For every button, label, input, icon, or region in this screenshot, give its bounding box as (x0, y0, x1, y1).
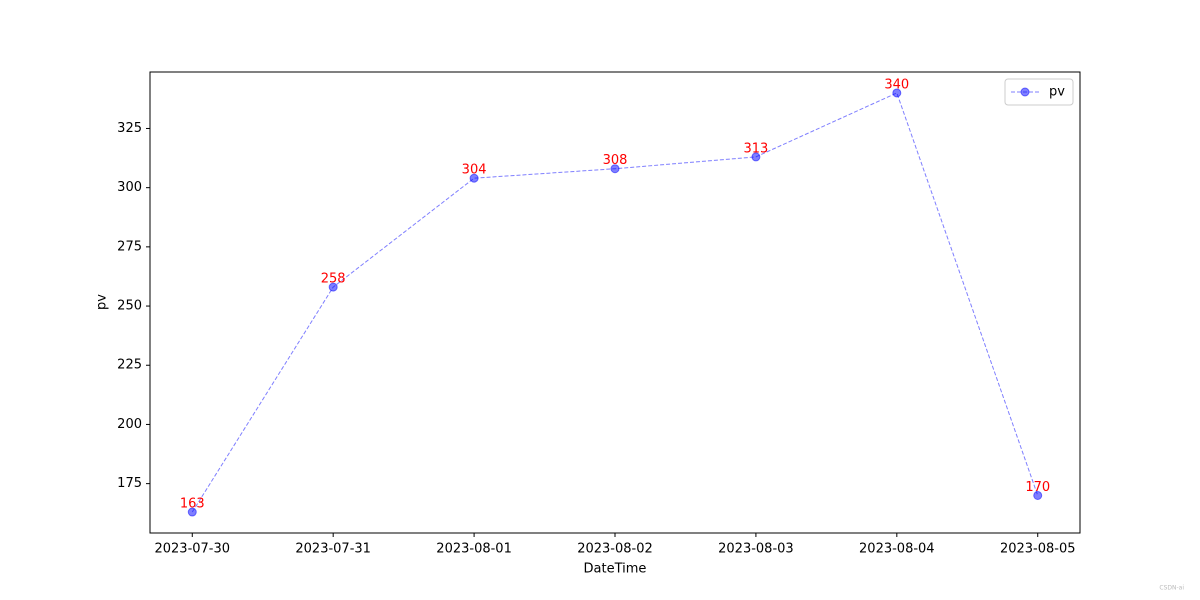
y-axis-label: pv (95, 294, 110, 310)
y-tick-label: 225 (117, 358, 142, 373)
y-tick-label: 300 (117, 180, 142, 195)
y-tick-label: 325 (117, 121, 142, 136)
x-tick-label: 2023-07-30 (154, 542, 230, 557)
x-axis-label: DateTime (584, 562, 647, 577)
point (892, 88, 902, 98)
x-tick-label: 2023-07-31 (295, 542, 371, 557)
point (1033, 490, 1043, 500)
y-tick-label: 275 (117, 239, 142, 254)
data-label: 308 (603, 153, 628, 168)
x-tick-label: 2023-08-01 (436, 542, 512, 557)
data-label: 170 (1025, 480, 1050, 495)
y-tick-label: 250 (117, 299, 142, 314)
point (328, 282, 338, 292)
y-tick-label: 175 (117, 476, 142, 491)
point (610, 164, 620, 174)
point (187, 507, 197, 517)
x-tick-label: 2023-08-03 (718, 542, 794, 557)
x-tick-label: 2023-08-02 (577, 542, 653, 557)
data-label: 313 (743, 141, 768, 156)
data-label: 258 (321, 272, 346, 287)
legend-label: pv (1049, 85, 1065, 100)
y-tick-label: 200 (117, 417, 142, 432)
plot-frame (149, 71, 1081, 534)
data-label: 340 (884, 77, 909, 92)
x-tick-label: 2023-08-05 (1000, 542, 1076, 557)
legend-marker (1020, 87, 1030, 97)
point (751, 152, 761, 162)
data-label: 304 (462, 163, 487, 178)
watermark: CSDN-ai (1159, 585, 1184, 592)
x-tick-label: 2023-08-04 (859, 542, 935, 557)
point (469, 173, 479, 183)
data-label: 163 (180, 497, 205, 512)
